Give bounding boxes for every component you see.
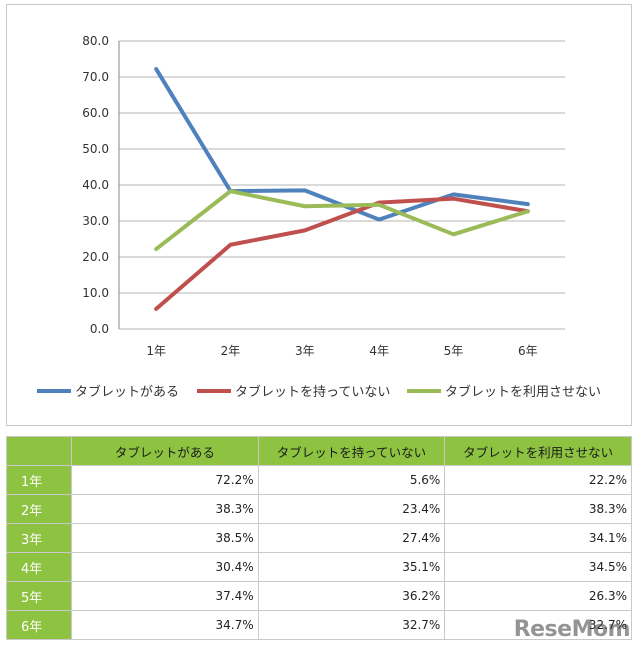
table-corner-cell <box>6 436 72 466</box>
x-tick-label: 2年 <box>221 344 241 358</box>
table-cell: 32.7% <box>444 610 632 640</box>
table-row-label: 4年 <box>6 552 72 582</box>
table-column-header: タブレットを持っていない <box>257 436 446 466</box>
table-cell: 38.3% <box>444 494 632 524</box>
line-chart: 0.0 10.0 20.0 30.0 40.0 50.0 60.0 70.0 80.0 1年 2年 3… <box>37 34 601 400</box>
table-cell: 26.3% <box>444 581 632 611</box>
legend-label: タブレットを利用させない <box>445 384 601 400</box>
x-tick-label: 6年 <box>518 344 538 358</box>
table-cell: 5.6% <box>257 465 446 495</box>
table-cell: 38.5% <box>71 523 259 553</box>
table-cell: 72.2% <box>71 465 259 495</box>
resemom-watermark-logo: ReseMom <box>513 617 631 642</box>
legend-label: タブレットを持っていない <box>235 384 390 400</box>
y-tick-label: 50.0 <box>82 142 109 156</box>
table-cell: 23.4% <box>257 494 446 524</box>
table-row-label: 1年 <box>6 465 72 495</box>
table-cell: 35.1% <box>257 552 446 582</box>
y-tick-label: 30.0 <box>82 214 109 228</box>
table-column-header: タブレットがある <box>71 436 259 466</box>
table-cell: 32.7% <box>257 610 446 640</box>
chart-container: 0.0 10.0 20.0 30.0 40.0 50.0 60.0 70.0 80.0 1年 2年 3… <box>6 4 632 426</box>
table-cell: 38.3% <box>71 494 259 524</box>
x-tick-label: 5年 <box>444 344 464 358</box>
table-row-label: 6年 <box>6 610 72 640</box>
table-row-label: 3年 <box>6 523 72 553</box>
series-line-2 <box>154 196 530 311</box>
series-line-3 <box>154 189 530 252</box>
table-cell: 34.5% <box>444 552 632 582</box>
table-row-label: 5年 <box>6 581 72 611</box>
y-tick-label: 80.0 <box>82 34 109 48</box>
table-row: 5年 37.4% 36.2% 26.3% <box>6 581 632 611</box>
x-tick-label: 3年 <box>295 344 315 358</box>
x-tick-label: 1年 <box>146 344 166 358</box>
table-cell: 34.7% <box>71 610 259 640</box>
legend-label: タブレットがある <box>75 384 179 400</box>
table-cell: 36.2% <box>257 581 446 611</box>
data-table: タブレットがある タブレットを持っていない タブレットを利用させない 1年 72… <box>6 436 632 640</box>
table-row: 2年 38.3% 23.4% 38.3% <box>6 494 632 524</box>
table-column-header: タブレットを利用させない <box>444 436 632 466</box>
table-row: 6年 34.7% 32.7% 32.7% <box>6 610 632 640</box>
table-cell: 34.1% <box>444 523 632 553</box>
table-row-label: 2年 <box>6 494 72 524</box>
y-tick-label: 60.0 <box>82 106 109 120</box>
y-tick-label: 20.0 <box>82 250 109 264</box>
table-header-row: タブレットがある タブレットを持っていない タブレットを利用させない <box>6 436 632 466</box>
y-tick-label: 70.0 <box>82 70 109 84</box>
table-cell: 37.4% <box>71 581 259 611</box>
table-row: 1年 72.2% 5.6% 22.2% <box>6 465 632 495</box>
y-tick-label: 10.0 <box>82 286 109 300</box>
table-cell: 27.4% <box>257 523 446 553</box>
table-row: 3年 38.5% 27.4% 34.1% <box>6 523 632 553</box>
table-cell: 30.4% <box>71 552 259 582</box>
table-cell: 22.2% <box>444 465 632 495</box>
x-tick-label: 4年 <box>369 344 389 358</box>
y-tick-label: 40.0 <box>82 178 109 192</box>
y-tick-label: 0.0 <box>90 322 109 336</box>
table-row: 4年 30.4% 35.1% 34.5% <box>6 552 632 582</box>
series-line-1 <box>154 67 530 222</box>
